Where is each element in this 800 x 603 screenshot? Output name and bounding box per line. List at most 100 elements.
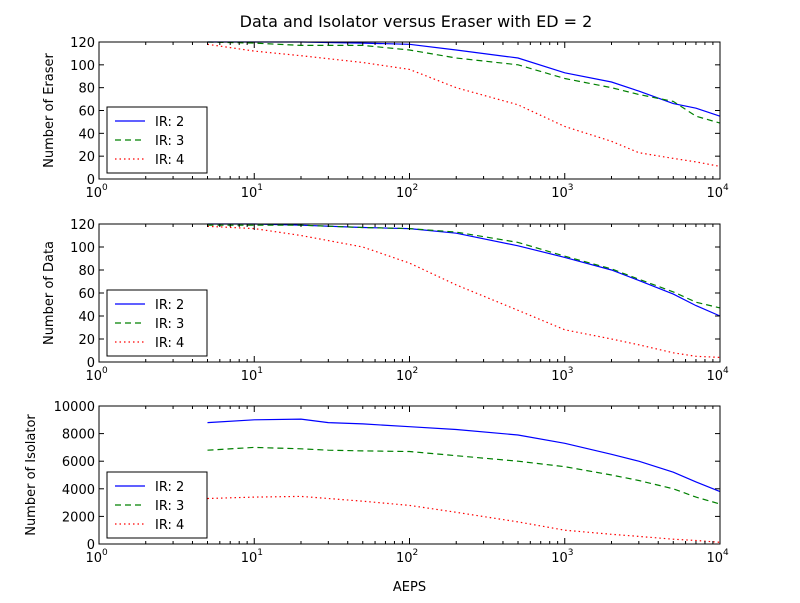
x-axis-label: AEPS (393, 580, 426, 595)
x-tick-label-base: 10 (241, 551, 258, 566)
y-tick-label: 80 (78, 264, 95, 279)
x-tick-label-base: 10 (85, 551, 102, 566)
y-tick-label: 6000 (62, 455, 95, 470)
x-tick-label-base: 10 (706, 186, 723, 201)
y-tick-label: 0 (87, 356, 95, 371)
x-tick-label-exponent: 4 (723, 548, 729, 558)
y-tick-label: 100 (70, 59, 95, 74)
x-tick-label-exponent: 3 (568, 366, 574, 376)
y-tick-label: 40 (78, 127, 95, 142)
x-tick-label: 10 4 (706, 366, 729, 384)
series-lines (207, 418, 721, 543)
series-lines (207, 41, 721, 167)
x-tick-label: 10 3 (551, 548, 573, 566)
x-tick-label-exponent: 4 (723, 366, 729, 376)
x-tick-label-base: 10 (241, 369, 258, 384)
x-tick-label-exponent: 2 (413, 183, 419, 193)
x-tick-label: 10 1 (241, 183, 263, 201)
y-tick-label: 2000 (62, 510, 95, 525)
x-tick-label: 10 0 (85, 183, 108, 201)
y-axis-label: Number of Data (42, 241, 57, 345)
series-line-2 (207, 224, 721, 309)
x-tick-label-base: 10 (85, 186, 102, 201)
x-tick-label-base: 10 (551, 369, 568, 384)
y-tick-label: 0 (87, 538, 95, 553)
x-tick-label: 10 2 (396, 548, 418, 566)
legend-label: IR: 3 (155, 499, 184, 514)
series-line-2 (207, 446, 721, 505)
legend: IR: 2 IR: 3 IR: 4 (106, 106, 208, 174)
x-tick-label-base: 10 (241, 186, 258, 201)
legend-label: IR: 4 (155, 336, 184, 351)
x-tick-label-exponent: 1 (257, 183, 263, 193)
x-tick-label-base: 10 (396, 551, 413, 566)
x-tick-label-exponent: 0 (102, 183, 108, 193)
x-tick-label: 10 1 (241, 366, 263, 384)
x-tick-label-exponent: 2 (413, 548, 419, 558)
y-tick-label: 120 (70, 218, 95, 233)
x-tick-label: 10 0 (85, 366, 108, 384)
series-line-2 (207, 41, 721, 124)
series-line-1 (207, 418, 721, 493)
series-line-1 (207, 41, 721, 117)
y-axis-label: Number of Isolator (24, 414, 39, 536)
x-tick-label-exponent: 2 (413, 366, 419, 376)
legend-label: IR: 3 (155, 134, 184, 149)
legend-box (106, 289, 208, 357)
x-tick-label: 10 0 (85, 548, 108, 566)
legend-label: IR: 3 (155, 317, 184, 332)
y-tick-label: 0 (87, 173, 95, 188)
x-tick-label-base: 10 (551, 551, 568, 566)
x-tick-label-exponent: 0 (102, 548, 108, 558)
legend-label: IR: 4 (155, 153, 184, 168)
y-tick-label: 120 (70, 36, 95, 51)
y-tick-label: 20 (78, 150, 95, 165)
x-tick-label: 10 4 (706, 183, 729, 201)
series-line-3 (207, 43, 721, 167)
x-tick-label-exponent: 1 (257, 548, 263, 558)
legend: IR: 2 IR: 3 IR: 4 (106, 471, 208, 539)
series-line-3 (207, 225, 721, 358)
y-tick-label: 20 (78, 333, 95, 348)
x-tick-label-exponent: 1 (257, 366, 263, 376)
legend-label: IR: 2 (155, 480, 184, 495)
x-tick-label-base: 10 (396, 369, 413, 384)
x-tick-label: 10 1 (241, 548, 263, 566)
x-tick-label: 10 2 (396, 183, 418, 201)
legend-label: IR: 2 (155, 115, 184, 130)
legend: IR: 2 IR: 3 IR: 4 (106, 289, 208, 357)
legend-label: IR: 2 (155, 298, 184, 313)
x-tick-label: 10 4 (706, 548, 729, 566)
legend-label: IR: 4 (155, 518, 184, 533)
y-tick-label: 40 (78, 310, 95, 325)
x-tick-label-base: 10 (706, 551, 723, 566)
x-tick-label-base: 10 (85, 369, 102, 384)
y-tick-label: 80 (78, 82, 95, 97)
x-tick-label: 10 3 (551, 366, 573, 384)
x-tick-label-exponent: 3 (568, 183, 574, 193)
figure-title: Data and Isolator versus Eraser with ED … (240, 12, 593, 31)
series-line-1 (207, 223, 721, 317)
legend-box (106, 471, 208, 539)
y-tick-label: 8000 (62, 428, 95, 443)
y-tick-label: 4000 (62, 483, 95, 498)
y-tick-label: 10000 (54, 400, 95, 415)
series-line-3 (207, 495, 721, 543)
x-tick-label-exponent: 3 (568, 548, 574, 558)
x-tick-label-exponent: 0 (102, 366, 108, 376)
x-tick-label: 10 2 (396, 366, 418, 384)
x-tick-label: 10 3 (551, 183, 573, 201)
x-tick-label-base: 10 (706, 369, 723, 384)
y-axis-label: Number of Eraser (42, 53, 57, 168)
legend-box (106, 106, 208, 174)
y-tick-label: 100 (70, 241, 95, 256)
y-tick-label: 60 (78, 105, 95, 120)
y-tick-label: 60 (78, 287, 95, 302)
x-tick-label-base: 10 (551, 186, 568, 201)
x-tick-label-exponent: 4 (723, 183, 729, 193)
series-lines (207, 223, 721, 358)
